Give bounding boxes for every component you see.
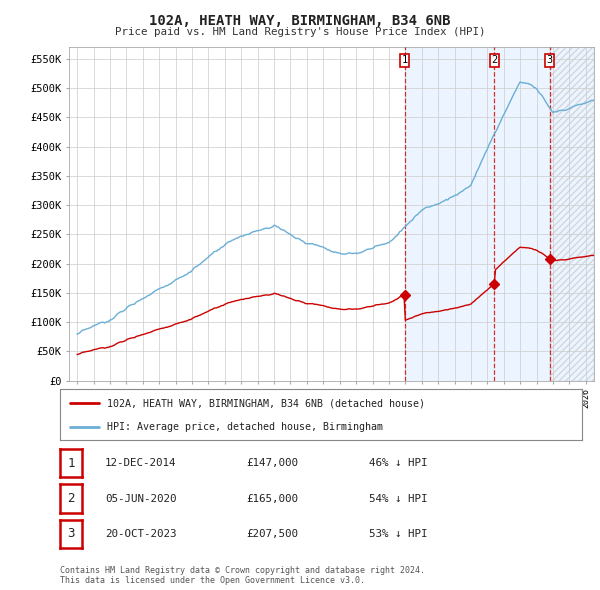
Bar bbox=[494, 47, 550, 381]
Text: HPI: Average price, detached house, Birmingham: HPI: Average price, detached house, Birm… bbox=[107, 422, 383, 432]
Bar bbox=[404, 47, 494, 381]
Text: 2: 2 bbox=[491, 55, 497, 65]
Text: 46% ↓ HPI: 46% ↓ HPI bbox=[369, 458, 427, 468]
Text: 1: 1 bbox=[67, 457, 75, 470]
Bar bbox=[550, 47, 594, 381]
Text: Price paid vs. HM Land Registry's House Price Index (HPI): Price paid vs. HM Land Registry's House … bbox=[115, 27, 485, 37]
Text: 54% ↓ HPI: 54% ↓ HPI bbox=[369, 494, 427, 503]
Text: 2: 2 bbox=[67, 492, 75, 505]
Text: 102A, HEATH WAY, BIRMINGHAM, B34 6NB (detached house): 102A, HEATH WAY, BIRMINGHAM, B34 6NB (de… bbox=[107, 398, 425, 408]
Text: 20-OCT-2023: 20-OCT-2023 bbox=[105, 529, 176, 539]
Text: 53% ↓ HPI: 53% ↓ HPI bbox=[369, 529, 427, 539]
Text: 1: 1 bbox=[401, 55, 407, 65]
Text: 12-DEC-2014: 12-DEC-2014 bbox=[105, 458, 176, 468]
Text: £147,000: £147,000 bbox=[246, 458, 298, 468]
Bar bbox=[550, 47, 594, 381]
Text: Contains HM Land Registry data © Crown copyright and database right 2024.
This d: Contains HM Land Registry data © Crown c… bbox=[60, 566, 425, 585]
Text: £165,000: £165,000 bbox=[246, 494, 298, 503]
Text: 3: 3 bbox=[547, 55, 553, 65]
Text: 3: 3 bbox=[67, 527, 75, 540]
Text: £207,500: £207,500 bbox=[246, 529, 298, 539]
Text: 102A, HEATH WAY, BIRMINGHAM, B34 6NB: 102A, HEATH WAY, BIRMINGHAM, B34 6NB bbox=[149, 14, 451, 28]
Text: 05-JUN-2020: 05-JUN-2020 bbox=[105, 494, 176, 503]
